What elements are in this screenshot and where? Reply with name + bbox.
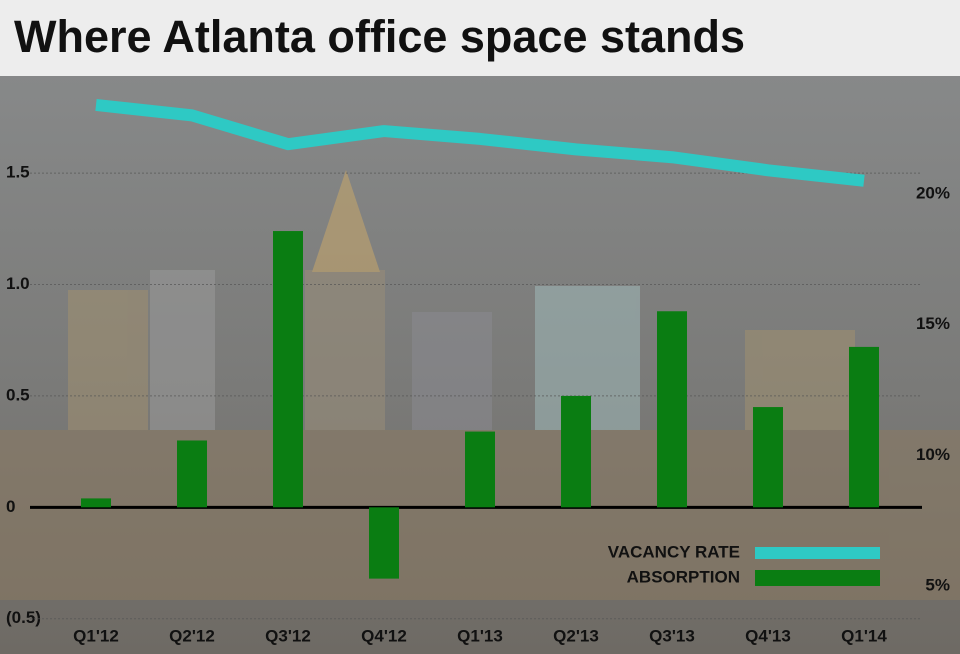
- x-tick-label: Q1'14: [841, 626, 887, 645]
- x-tick-label: Q3'12: [265, 626, 311, 645]
- bar: [465, 431, 495, 508]
- title-bar: [0, 0, 960, 76]
- legend: VACANCY RATE ABSORPTION: [608, 542, 740, 586]
- y2-tick-label: 5%: [925, 576, 950, 595]
- x-tick-label: Q1'12: [73, 626, 119, 645]
- y2-tick-label: 10%: [916, 445, 950, 464]
- bar: [369, 507, 399, 579]
- y2-tick-label: 20%: [916, 183, 950, 202]
- y-tick-label: 1.5: [6, 163, 30, 182]
- x-tick-label: Q2'13: [553, 626, 599, 645]
- x-tick-label: Q2'12: [169, 626, 215, 645]
- y-tick-label: 1.0: [6, 274, 30, 293]
- bar: [849, 346, 879, 508]
- legend-label: VACANCY RATE: [608, 542, 740, 561]
- legend-swatch: [755, 547, 880, 559]
- y-tick-label: 0.5: [6, 385, 30, 404]
- y2-tick-label: 15%: [916, 314, 950, 333]
- x-tick-label: Q1'13: [457, 626, 503, 645]
- legend-label: ABSORPTION: [627, 567, 740, 586]
- x-tick-label: Q3'13: [649, 626, 695, 645]
- bar: [273, 231, 303, 508]
- bar: [561, 395, 591, 508]
- bar: [753, 407, 783, 508]
- line: [95, 98, 865, 187]
- legend-swatch: [755, 570, 880, 586]
- y-tick-label: (0.5): [6, 608, 41, 627]
- chart-title: Where Atlanta office space stands: [14, 11, 745, 62]
- x-tick-label: Q4'13: [745, 626, 791, 645]
- y-tick-label: 0: [6, 497, 15, 516]
- bar: [657, 311, 687, 508]
- bar: [177, 440, 207, 508]
- x-tick-label: Q4'12: [361, 626, 407, 645]
- bar: [81, 498, 111, 508]
